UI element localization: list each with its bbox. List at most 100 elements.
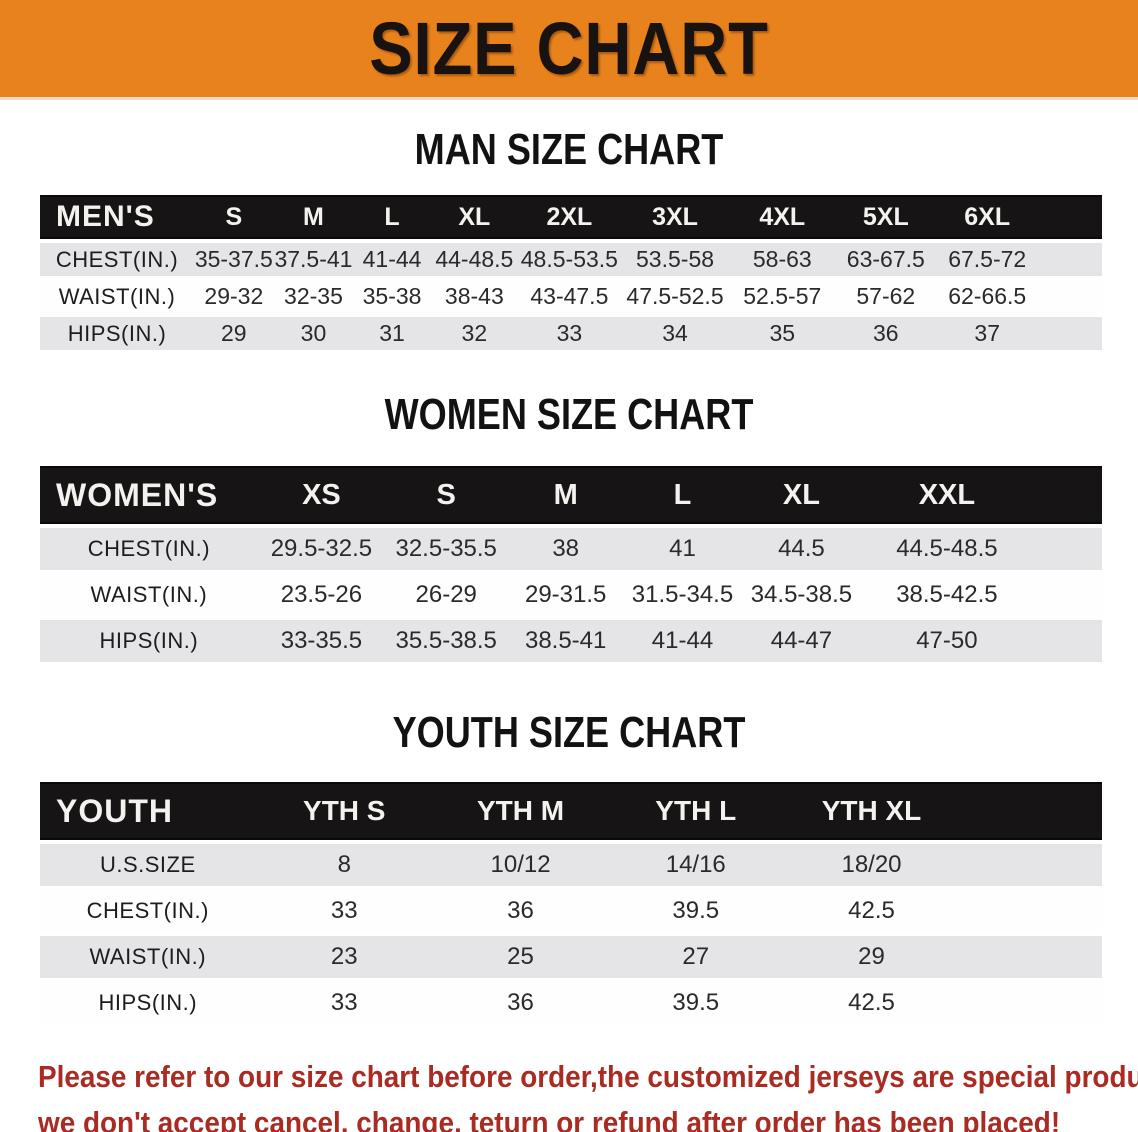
measurement-value: 14/16 xyxy=(608,844,784,886)
measurement-value: 42.5 xyxy=(783,982,960,1024)
measurement-value: 30 xyxy=(273,317,354,350)
size-column-header: XL xyxy=(740,466,862,524)
measurement-value: 31 xyxy=(353,317,431,350)
measurement-value: 25 xyxy=(432,936,609,978)
size-column-header: S xyxy=(385,466,508,524)
measurement-value: 8 xyxy=(255,844,433,886)
measurement-row-label: CHEST(IN.) xyxy=(40,890,256,932)
measurement-value: 39.5 xyxy=(608,890,784,932)
measurement-value: 47.5-52.5 xyxy=(620,280,730,313)
measurement-value: 41 xyxy=(624,528,741,570)
man-size-chart-title: MAN SIZE CHART xyxy=(414,125,724,174)
size-column-header: YTH XL xyxy=(783,782,960,840)
measurement-value: 53.5-58 xyxy=(620,243,730,276)
men-size-table: MEN'S S M L XL 2XL 3XL 4XL 5XL 6XL CHEST(IN.) 35-37… xyxy=(40,191,1102,354)
size-column-header: XL xyxy=(430,195,518,239)
table-row: CHEST(IN.) 35-37.5 37.5-41 41-44 44-48.5 48.5… xyxy=(40,243,1102,276)
measurement-value: 31.5-34.5 xyxy=(624,574,741,616)
measurement-value: 38.5-42.5 xyxy=(861,574,1032,616)
measurement-value: 33 xyxy=(255,982,433,1024)
measurement-row-label: HIPS(IN.) xyxy=(40,620,258,662)
header-spacer xyxy=(1038,195,1102,239)
measurement-value: 36 xyxy=(432,890,609,932)
measurement-value: 33 xyxy=(517,317,621,350)
measurement-value: 67.5-72 xyxy=(936,243,1039,276)
measurement-value: 57-62 xyxy=(835,280,937,313)
size-chart-banner: SIZE CHART xyxy=(0,0,1138,100)
table-row: CHEST(IN.) 29.5-32.5 32.5-35.5 38 41 44.5 44.5… xyxy=(40,528,1102,570)
measurement-value: 47-50 xyxy=(861,620,1032,662)
measurement-value: 35-38 xyxy=(353,280,431,313)
size-column-header: L xyxy=(624,466,741,524)
measurement-value: 44.5-48.5 xyxy=(861,528,1032,570)
measurement-value: 29.5-32.5 xyxy=(257,528,386,570)
size-column-header: 5XL xyxy=(835,195,937,239)
table-row: WAIST(IN.) 29-32 32-35 35-38 38-43 43-47.5 47.… xyxy=(40,280,1102,313)
size-column-header: XS xyxy=(257,466,386,524)
table-category-label: MEN'S xyxy=(40,195,194,239)
measurement-value: 18/20 xyxy=(783,844,960,886)
header-spacer xyxy=(1031,466,1102,524)
row-spacer xyxy=(959,936,1102,978)
size-table-header-row: WOMEN'S XS S M L XL XXL xyxy=(40,466,1102,524)
size-column-header: YTH L xyxy=(608,782,784,840)
measurement-value: 29 xyxy=(194,317,274,350)
measurement-value: 27 xyxy=(608,936,784,978)
measurement-value: 42.5 xyxy=(783,890,960,932)
measurement-value: 52.5-57 xyxy=(729,280,836,313)
disclaimer-text: Please refer to our size chart before or… xyxy=(38,1054,1138,1132)
measurement-value: 38 xyxy=(507,528,625,570)
row-spacer xyxy=(1031,620,1102,662)
measurement-value: 63-67.5 xyxy=(835,243,937,276)
table-category-label: YOUTH xyxy=(40,782,256,840)
measurement-value: 32 xyxy=(430,317,518,350)
women-size-chart-title: WOMEN SIZE CHART xyxy=(384,390,754,439)
measurement-value: 62-66.5 xyxy=(936,280,1039,313)
measurement-value: 34 xyxy=(620,317,730,350)
row-spacer xyxy=(1038,317,1102,350)
measurement-value: 41-44 xyxy=(624,620,741,662)
row-spacer xyxy=(959,982,1102,1024)
size-column-header: YTH M xyxy=(432,782,609,840)
size-column-header: 3XL xyxy=(620,195,730,239)
size-table-header-row: YOUTH YTH S YTH M YTH L YTH XL xyxy=(40,782,1102,840)
size-column-header: S xyxy=(194,195,274,239)
measurement-value: 37 xyxy=(936,317,1039,350)
measurement-value: 32.5-35.5 xyxy=(385,528,508,570)
size-column-header: YTH S xyxy=(255,782,433,840)
size-column-header: 6XL xyxy=(936,195,1039,239)
measurement-value: 29 xyxy=(783,936,960,978)
youth-size-chart-title: YOUTH SIZE CHART xyxy=(392,708,746,757)
size-column-header: M xyxy=(273,195,354,239)
measurement-value: 35.5-38.5 xyxy=(385,620,508,662)
measurement-value: 26-29 xyxy=(385,574,508,616)
measurement-value: 10/12 xyxy=(432,844,609,886)
table-row: HIPS(IN.) 33-35.5 35.5-38.5 38.5-41 41-44 44-… xyxy=(40,620,1102,662)
measurement-value: 23.5-26 xyxy=(257,574,386,616)
measurement-value: 23 xyxy=(255,936,433,978)
row-spacer xyxy=(1038,243,1102,276)
row-spacer xyxy=(1038,280,1102,313)
measurement-value: 29-32 xyxy=(194,280,274,313)
header-spacer xyxy=(959,782,1102,840)
measurement-value: 33-35.5 xyxy=(257,620,386,662)
measurement-row-label: CHEST(IN.) xyxy=(40,528,258,570)
table-row: U.S.SIZE 8 10/12 14/16 18/20 xyxy=(40,844,1102,886)
measurement-row-label: HIPS(IN.) xyxy=(40,982,256,1024)
disclaimer-line-2: we don't accept cancel, change, teturn o… xyxy=(38,1105,1061,1132)
measurement-row-label: CHEST(IN.) xyxy=(40,243,194,276)
disclaimer-line-1: Please refer to our size chart before or… xyxy=(38,1059,1138,1094)
women-size-table: WOMEN'S XS S M L XL XXL CHEST(IN.) 29.5-32.5 32.5… xyxy=(40,462,1102,666)
size-column-header: XXL xyxy=(861,466,1032,524)
measurement-value: 32-35 xyxy=(273,280,354,313)
measurement-value: 36 xyxy=(835,317,937,350)
size-column-header: 2XL xyxy=(517,195,621,239)
row-spacer xyxy=(1031,574,1102,616)
measurement-value: 58-63 xyxy=(729,243,836,276)
measurement-row-label: WAIST(IN.) xyxy=(40,280,194,313)
measurement-value: 29-31.5 xyxy=(507,574,625,616)
row-spacer xyxy=(959,890,1102,932)
measurement-row-label: WAIST(IN.) xyxy=(40,574,258,616)
measurement-value: 43-47.5 xyxy=(517,280,621,313)
youth-size-table: YOUTH YTH S YTH M YTH L YTH XL U.S.SIZE 8 10/12… xyxy=(40,778,1102,1028)
